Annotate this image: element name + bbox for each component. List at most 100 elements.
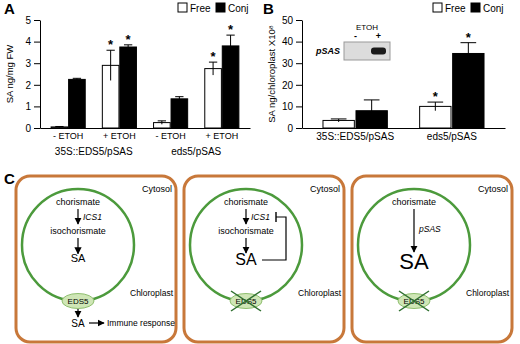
bar xyxy=(51,127,68,128)
arrow xyxy=(245,209,246,224)
block-cross xyxy=(231,291,261,311)
y-tick: 30 xyxy=(282,58,302,69)
y-tick: 50 xyxy=(282,15,302,26)
x-tick: 35S::EDS5/pSAS xyxy=(316,128,394,142)
legend-label: Free xyxy=(445,3,466,14)
exported-product: SA xyxy=(71,318,85,329)
block-cross xyxy=(231,291,261,311)
x-tick-label: - ETOH xyxy=(155,131,185,141)
bar xyxy=(69,79,86,128)
cell-wall xyxy=(16,176,176,342)
error-bar xyxy=(460,43,476,65)
error-bar xyxy=(106,50,114,80)
y-tick: 0 xyxy=(287,123,302,134)
x-axis-line xyxy=(303,128,506,129)
y-tick: 1 xyxy=(25,101,40,112)
legend: FreeConj xyxy=(433,3,504,14)
significance-marker: * xyxy=(126,32,132,47)
y-tick-mark xyxy=(296,85,302,86)
cytosol-label: Cytosol xyxy=(478,184,508,194)
error-bar xyxy=(175,97,183,101)
arrow xyxy=(413,209,414,252)
y-tick-label: 2 xyxy=(25,80,31,91)
error-bar xyxy=(364,100,380,122)
error-cap xyxy=(158,120,166,121)
product: SA xyxy=(71,252,86,264)
chloroplast-label: Chloroplast xyxy=(298,288,342,298)
panel-label: C xyxy=(4,170,15,187)
legend-swatch xyxy=(471,3,480,12)
chloroplast-membrane xyxy=(22,189,134,301)
intermediate: isochorismate xyxy=(50,226,106,236)
response: Immune response xyxy=(107,318,175,328)
significance-marker: * xyxy=(433,89,439,104)
significance-marker: * xyxy=(466,30,472,45)
panel-label: B xyxy=(263,0,274,17)
intermediate: isochorismate xyxy=(218,226,274,236)
cell-wall xyxy=(352,176,512,342)
group-label: eds5/pSAS xyxy=(171,146,221,157)
y-tick: 40 xyxy=(282,36,302,47)
substrate: chorismate xyxy=(392,197,436,207)
feedback-inhibition xyxy=(262,217,286,260)
error-line xyxy=(371,100,372,122)
chloroplast-label: Chloroplast xyxy=(130,288,174,298)
gel-band xyxy=(371,48,386,55)
transporter-label: EDS5 xyxy=(68,297,89,306)
chloroplast-membrane xyxy=(190,189,302,301)
x-tick: + ETOH xyxy=(206,128,239,141)
y-tick-mark xyxy=(34,128,40,129)
y-tick-label: 10 xyxy=(282,101,294,112)
plot-area xyxy=(323,43,484,128)
inhibition-bar xyxy=(275,212,276,222)
enzyme: ICS1 xyxy=(83,212,102,222)
block-cross xyxy=(399,291,429,311)
error-cap xyxy=(55,126,63,127)
inset-lane: + xyxy=(376,31,381,41)
y-tick: 0 xyxy=(25,123,40,134)
transporter xyxy=(62,294,94,309)
error-cap xyxy=(175,96,183,97)
substrate: chorismate xyxy=(56,197,100,207)
block-cross xyxy=(399,291,429,311)
significance-marker: * xyxy=(228,22,234,37)
y-tick-label: 5 xyxy=(25,15,31,26)
y-tick-label: 30 xyxy=(282,58,294,69)
product: SA xyxy=(399,249,429,274)
y-tick: 5 xyxy=(25,15,40,26)
y-axis-title: SA ng/mg FW xyxy=(4,45,15,104)
cytosol-label: Cytosol xyxy=(310,184,340,194)
y-tick-mark xyxy=(296,42,302,43)
error-line xyxy=(110,50,111,80)
bar xyxy=(120,47,137,128)
x-tick: - ETOH xyxy=(155,128,185,141)
inset-gel: ETOH-+pSAS xyxy=(315,23,390,60)
arrow xyxy=(77,309,78,317)
inset-lane: - xyxy=(354,31,357,41)
y-tick-label: 50 xyxy=(282,15,294,26)
legend-swatch xyxy=(433,3,442,12)
enzyme: pSAS xyxy=(418,224,441,234)
x-tick: + ETOH xyxy=(103,128,136,141)
significance-marker: * xyxy=(108,37,114,52)
y-tick-mark xyxy=(34,63,40,64)
enzyme: ICS1 xyxy=(251,212,270,222)
x-tick: eds5/pSAS xyxy=(427,128,477,142)
y-tick-mark xyxy=(34,106,40,107)
x-tick: - ETOH xyxy=(53,128,83,141)
y-axis: 01020304050 xyxy=(282,15,303,134)
y-tick: 10 xyxy=(282,101,302,112)
error-bar xyxy=(73,78,81,80)
y-axis-line xyxy=(302,21,303,129)
x-axis: 35S::EDS5/pSAS eds5/pSAS xyxy=(303,128,506,142)
legend-swatch xyxy=(178,3,187,12)
arrow xyxy=(77,209,78,224)
error-bar xyxy=(55,126,63,128)
plot-area xyxy=(51,35,239,128)
y-tick-mark xyxy=(34,20,40,21)
y-tick-label: 1 xyxy=(25,101,31,112)
inset-row-label: pSAS xyxy=(315,46,340,56)
error-line xyxy=(179,97,180,101)
significance-marker: * xyxy=(211,49,217,64)
bar xyxy=(205,69,222,128)
